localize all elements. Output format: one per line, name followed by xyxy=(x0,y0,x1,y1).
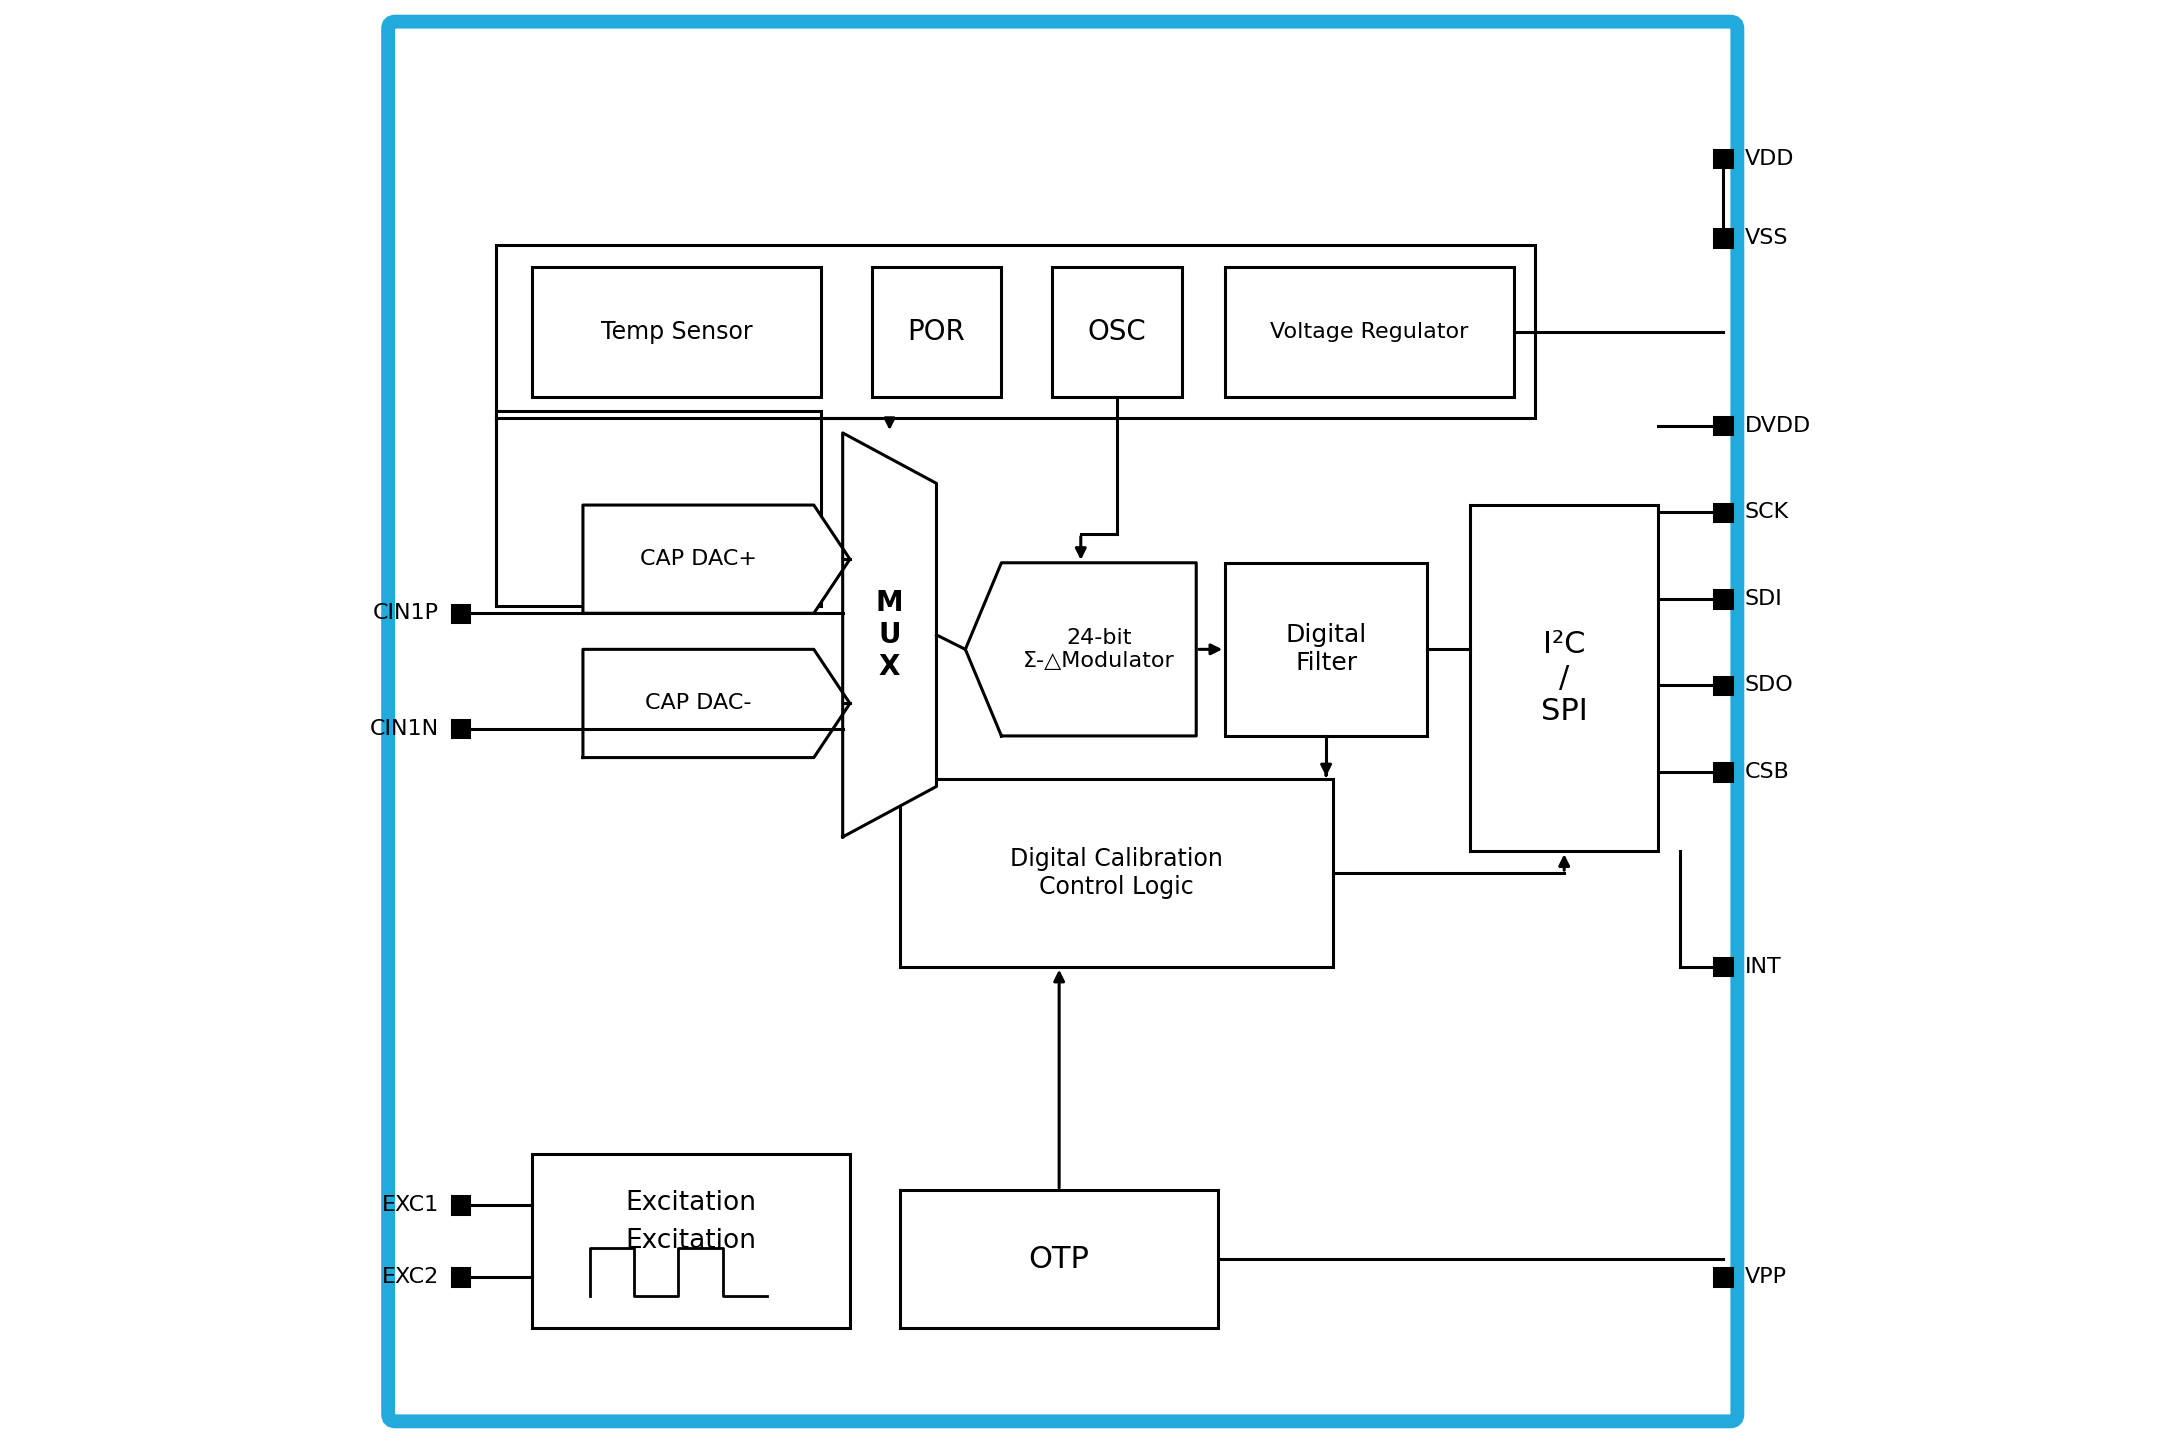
Text: VDD: VDD xyxy=(1745,149,1793,169)
FancyBboxPatch shape xyxy=(387,22,1736,1421)
Text: CAP DAC-: CAP DAC- xyxy=(644,694,751,713)
Text: EXC1: EXC1 xyxy=(381,1195,440,1215)
Bar xyxy=(1715,150,1732,167)
Text: M
U
X: M U X xyxy=(875,589,903,681)
Bar xyxy=(496,411,820,606)
Text: SDI: SDI xyxy=(1745,589,1782,609)
Bar xyxy=(453,605,470,622)
Text: Digital Calibration
Control Logic: Digital Calibration Control Logic xyxy=(1010,847,1223,899)
Bar xyxy=(1051,267,1182,397)
Text: CIN1N: CIN1N xyxy=(370,719,440,739)
Bar xyxy=(901,779,1334,967)
Text: SCK: SCK xyxy=(1745,502,1789,522)
Bar xyxy=(1715,590,1732,608)
Text: OTP: OTP xyxy=(1029,1244,1090,1274)
Bar xyxy=(1225,563,1427,736)
Bar xyxy=(453,1196,470,1214)
Polygon shape xyxy=(842,433,936,837)
Bar xyxy=(453,1268,470,1286)
Bar xyxy=(1715,958,1732,975)
Text: OSC: OSC xyxy=(1088,317,1147,346)
Polygon shape xyxy=(583,505,851,613)
Bar xyxy=(1471,505,1658,851)
Text: EXC2: EXC2 xyxy=(381,1267,440,1287)
Bar xyxy=(1715,504,1732,521)
Bar xyxy=(533,1154,851,1328)
Text: CSB: CSB xyxy=(1745,762,1789,782)
Bar xyxy=(1715,229,1732,247)
Text: 24-bit
Σ-△Modulator: 24-bit Σ-△Modulator xyxy=(1023,628,1175,671)
Bar xyxy=(1715,763,1732,781)
Text: Temp Sensor: Temp Sensor xyxy=(601,320,753,343)
Bar xyxy=(1715,1268,1732,1286)
Text: Excitation: Excitation xyxy=(627,1228,757,1254)
Text: VSS: VSS xyxy=(1745,228,1789,248)
Bar xyxy=(1715,417,1732,434)
Text: VPP: VPP xyxy=(1745,1267,1786,1287)
Text: I²C
/
SPI: I²C / SPI xyxy=(1541,631,1588,726)
Text: CAP DAC+: CAP DAC+ xyxy=(640,550,757,569)
Bar xyxy=(496,245,1536,418)
Text: Excitation: Excitation xyxy=(627,1190,757,1216)
Polygon shape xyxy=(583,649,851,758)
Bar xyxy=(1225,267,1514,397)
Bar xyxy=(1715,677,1732,694)
Text: Digital
Filter: Digital Filter xyxy=(1286,623,1367,675)
Text: CIN1P: CIN1P xyxy=(372,603,440,623)
Bar xyxy=(873,267,1001,397)
Text: INT: INT xyxy=(1745,957,1782,977)
Bar xyxy=(901,1190,1219,1328)
Text: POR: POR xyxy=(907,317,966,346)
Text: SDO: SDO xyxy=(1745,675,1793,696)
Polygon shape xyxy=(966,563,1197,736)
Bar xyxy=(453,720,470,737)
Bar xyxy=(533,267,820,397)
Text: Voltage Regulator: Voltage Regulator xyxy=(1271,322,1469,342)
Text: DVDD: DVDD xyxy=(1745,416,1810,436)
